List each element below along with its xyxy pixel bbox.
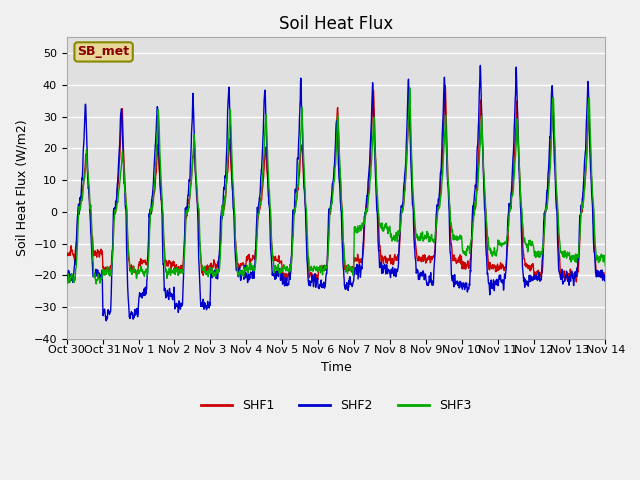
SHF1 [573, 279, 580, 285]
SHF1 [602, 272, 609, 277]
SHF2 [102, 318, 110, 324]
SHF2 [477, 62, 484, 68]
SHF1 [569, 271, 577, 276]
SHF3 [364, 209, 371, 215]
SHF2 [352, 265, 360, 271]
SHF2 [570, 275, 577, 281]
SHF1 [351, 255, 359, 261]
SHF3 [63, 280, 70, 286]
SHF2 [602, 278, 609, 284]
SHF2 [554, 253, 562, 259]
SHF2 [493, 276, 500, 282]
Title: Soil Heat Flux: Soil Heat Flux [279, 15, 393, 33]
SHF3 [554, 213, 562, 219]
SHF2 [364, 193, 371, 199]
Line: SHF1: SHF1 [67, 85, 605, 282]
Line: SHF3: SHF3 [67, 88, 605, 284]
Text: SB_met: SB_met [77, 46, 130, 59]
SHF2 [213, 271, 221, 277]
SHF1 [554, 222, 562, 228]
SHF3 [602, 263, 609, 268]
Y-axis label: Soil Heat Flux (W/m2): Soil Heat Flux (W/m2) [15, 120, 28, 256]
Legend: SHF1, SHF2, SHF3: SHF1, SHF2, SHF3 [196, 394, 477, 417]
SHF3 [352, 226, 360, 231]
SHF3 [213, 269, 221, 275]
SHF3 [570, 253, 577, 259]
SHF1 [63, 252, 70, 258]
SHF3 [493, 249, 500, 254]
SHF2 [63, 276, 70, 282]
Line: SHF2: SHF2 [67, 65, 605, 321]
SHF1 [213, 264, 221, 270]
SHF3 [406, 85, 413, 91]
SHF1 [493, 268, 500, 274]
X-axis label: Time: Time [321, 361, 351, 374]
SHF1 [364, 204, 371, 209]
SHF3 [92, 281, 100, 287]
SHF1 [442, 83, 449, 88]
